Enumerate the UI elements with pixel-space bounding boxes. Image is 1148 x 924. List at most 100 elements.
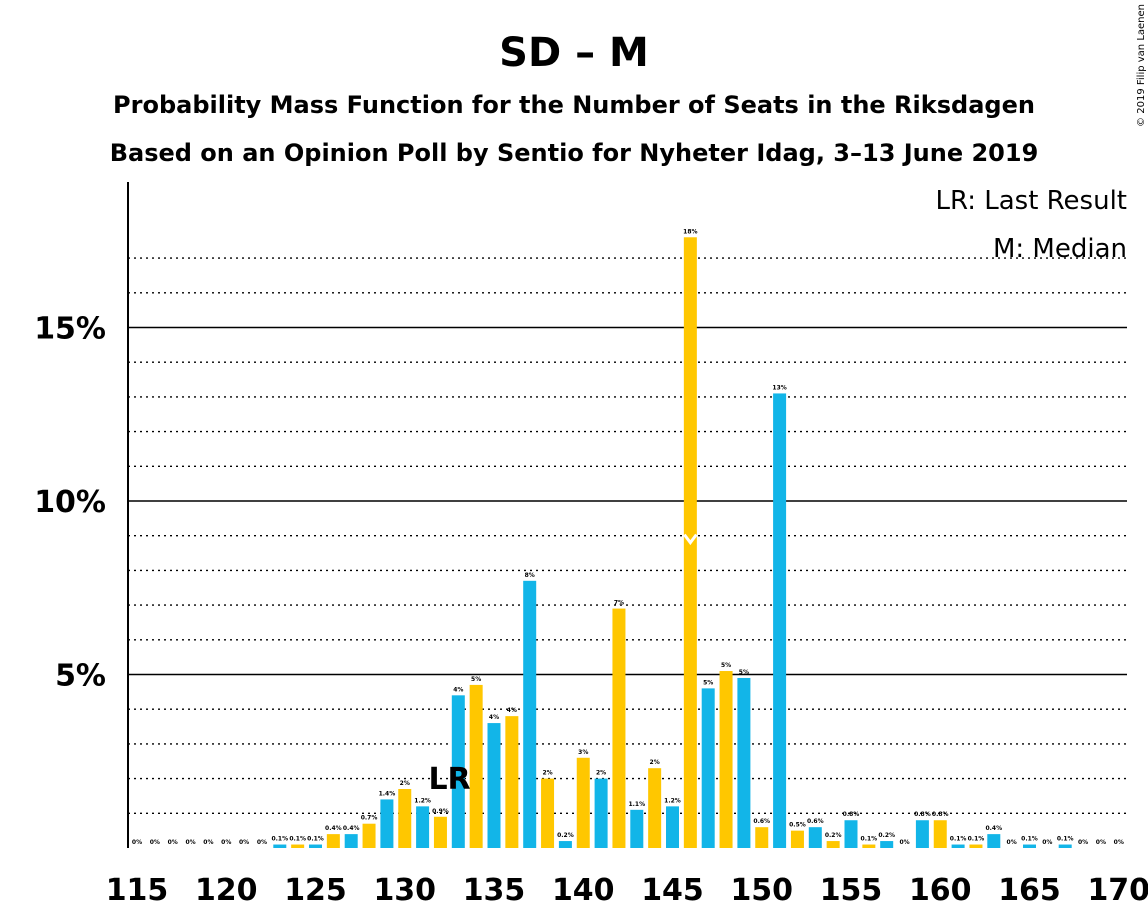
bar-label: 2% bbox=[650, 759, 660, 766]
x-tick-label: 125 bbox=[284, 873, 347, 908]
legend-median: M: Median bbox=[993, 234, 1127, 264]
bar bbox=[1023, 844, 1036, 848]
bar bbox=[666, 806, 679, 848]
x-tick-label: 115 bbox=[106, 873, 169, 908]
bar-label: 8% bbox=[525, 572, 535, 579]
chart-subtitle-2: Based on an Opinion Poll by Sentio for N… bbox=[110, 139, 1039, 167]
bar bbox=[987, 834, 1001, 848]
bars bbox=[273, 237, 1072, 848]
bar-label: 0.1% bbox=[1057, 836, 1074, 843]
bar-label: 0% bbox=[899, 839, 909, 846]
bar-label: 0.1% bbox=[968, 836, 985, 843]
bar-label: 4% bbox=[489, 714, 499, 721]
bar bbox=[309, 844, 322, 848]
bar-label: 13% bbox=[772, 384, 786, 391]
bar-label: 0.1% bbox=[271, 836, 288, 843]
bar-label: 4% bbox=[507, 707, 517, 714]
x-tick-label: 130 bbox=[373, 873, 436, 908]
bar bbox=[701, 688, 715, 848]
bar bbox=[451, 695, 465, 848]
bar bbox=[594, 778, 608, 848]
bar-label: 0.4% bbox=[985, 825, 1002, 832]
bar bbox=[523, 580, 537, 848]
chart-title: SD – M bbox=[499, 30, 649, 76]
bar-label: 1.2% bbox=[664, 797, 681, 804]
bar-label: 3% bbox=[578, 749, 588, 756]
bar bbox=[398, 789, 412, 848]
bar bbox=[862, 844, 876, 848]
bar bbox=[541, 778, 555, 848]
bar bbox=[326, 834, 340, 848]
bar-label: 5% bbox=[471, 676, 481, 683]
bar-label: 2% bbox=[596, 770, 606, 777]
x-tick-label: 150 bbox=[730, 873, 793, 908]
bar-label: 0% bbox=[257, 839, 267, 846]
bar-label: 4% bbox=[453, 686, 463, 693]
bar-label: 0.2% bbox=[825, 832, 842, 839]
bar bbox=[790, 830, 804, 848]
markers: LR bbox=[428, 533, 698, 797]
x-tick-label: 120 bbox=[195, 873, 258, 908]
bar-label: 0.8% bbox=[914, 811, 931, 818]
bar-label: 0% bbox=[1114, 839, 1124, 846]
bar-label: 0.6% bbox=[807, 818, 824, 825]
y-tick-label: 10% bbox=[34, 485, 106, 520]
bar-label: 0.1% bbox=[289, 836, 306, 843]
last-result-marker: LR bbox=[428, 762, 470, 797]
bar-label: 0.1% bbox=[1021, 836, 1038, 843]
legend-last-result: LR: Last Result bbox=[935, 186, 1127, 216]
bar-label: 0.9% bbox=[432, 808, 449, 815]
bar-label: 0% bbox=[1042, 839, 1052, 846]
bar-label: 0% bbox=[168, 839, 178, 846]
bar-label: 1.4% bbox=[379, 790, 396, 797]
bar-label: 0.1% bbox=[307, 836, 324, 843]
bar bbox=[880, 841, 894, 848]
bar-label: 0.8% bbox=[932, 811, 949, 818]
chart-subtitle: Probability Mass Function for the Number… bbox=[113, 91, 1035, 119]
bar bbox=[933, 820, 947, 848]
bar-label: 0.4% bbox=[325, 825, 342, 832]
bar bbox=[362, 823, 376, 848]
bar-label: 0.8% bbox=[843, 811, 860, 818]
bar bbox=[291, 844, 305, 848]
bar-label: 5% bbox=[739, 669, 749, 676]
bar-label: 5% bbox=[703, 679, 713, 686]
bar-label: 0.2% bbox=[878, 832, 895, 839]
bar bbox=[487, 723, 501, 848]
x-tick-label: 160 bbox=[909, 873, 972, 908]
x-tick-label: 135 bbox=[463, 873, 526, 908]
bar-label: 0% bbox=[185, 839, 195, 846]
bar-label: 0% bbox=[132, 839, 142, 846]
bar bbox=[380, 799, 394, 848]
bar bbox=[558, 841, 572, 848]
bar bbox=[630, 809, 644, 848]
x-tick-label: 165 bbox=[998, 873, 1061, 908]
bar bbox=[844, 820, 858, 848]
y-axis: 5% 10% 15% bbox=[34, 182, 129, 848]
bar-label: 0% bbox=[239, 839, 249, 846]
bar-label: 2% bbox=[400, 780, 410, 787]
bar bbox=[826, 841, 840, 848]
x-tick-label: 155 bbox=[820, 873, 883, 908]
bar-label: 1.1% bbox=[628, 801, 645, 808]
x-tick-label: 145 bbox=[641, 873, 704, 908]
bar bbox=[773, 393, 787, 848]
bar bbox=[416, 806, 430, 848]
x-tick-label: 170 bbox=[1087, 873, 1148, 908]
bar bbox=[433, 816, 447, 848]
x-tick-label: 140 bbox=[552, 873, 615, 908]
bar bbox=[951, 844, 965, 848]
y-tick-label: 5% bbox=[55, 659, 106, 694]
bar bbox=[808, 827, 822, 848]
bar bbox=[719, 671, 733, 848]
bar bbox=[273, 844, 287, 848]
bar-label: 0% bbox=[1078, 839, 1088, 846]
bar-label: 0.5% bbox=[789, 822, 806, 829]
bar-label: 0.1% bbox=[950, 836, 967, 843]
bar-labels: 0% 0% 0% 0% 0% 0% 0% 0% 0.1% 0.1% 0.1%0.4% 0.4%0.7%… bbox=[132, 228, 1124, 846]
bar-label: 0% bbox=[150, 839, 160, 846]
bar bbox=[469, 684, 483, 848]
bar-label: 0.4% bbox=[343, 825, 360, 832]
bar-label: 0.7% bbox=[361, 815, 378, 822]
